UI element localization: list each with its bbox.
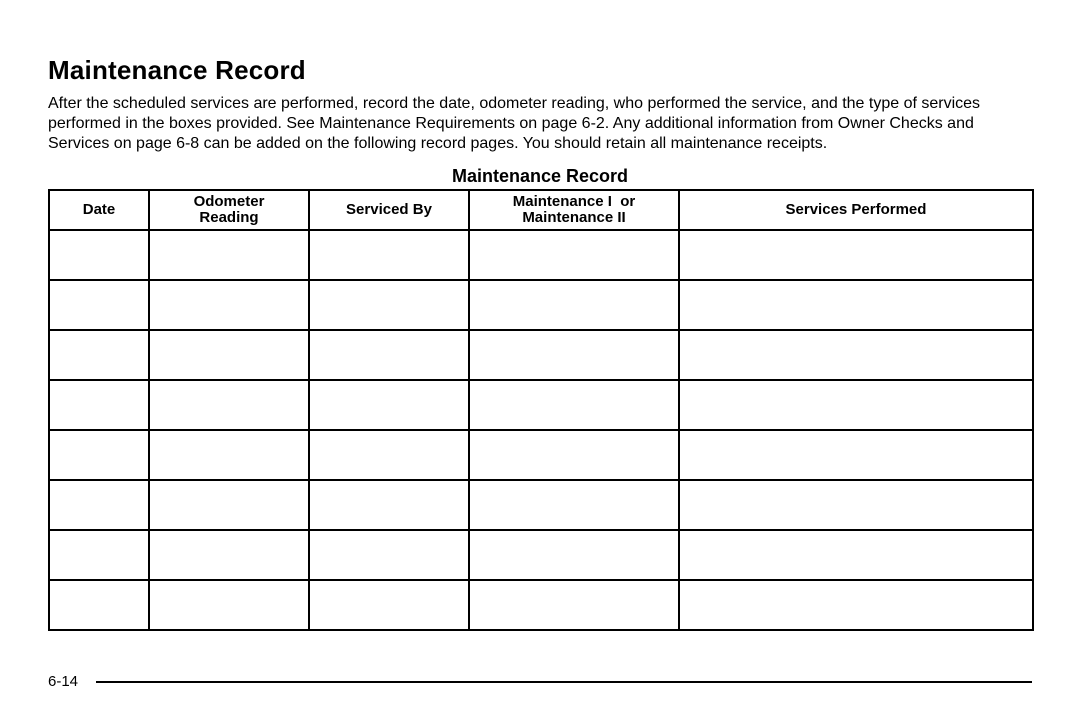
table-cell (49, 230, 149, 280)
table-cell (679, 230, 1033, 280)
footer-rule (96, 681, 1032, 683)
table-cell (469, 230, 679, 280)
col-header-line: Maintenance I or (474, 194, 674, 211)
table-row (49, 480, 1033, 530)
table-cell (49, 330, 149, 380)
table-cell (149, 530, 309, 580)
table-row (49, 430, 1033, 480)
col-header-line: Reading (154, 210, 304, 227)
table-cell (469, 580, 679, 630)
table-cell (469, 430, 679, 480)
table-cell (469, 530, 679, 580)
table-cell (469, 380, 679, 430)
table-cell (149, 230, 309, 280)
table-row (49, 230, 1033, 280)
table-cell (469, 330, 679, 380)
table-cell (679, 480, 1033, 530)
table-cell (149, 430, 309, 480)
table-cell (679, 430, 1033, 480)
table-row (49, 580, 1033, 630)
table-cell (309, 430, 469, 480)
table-cell (309, 330, 469, 380)
table-cell (309, 380, 469, 430)
table-row (49, 380, 1033, 430)
col-header-0: Date (49, 190, 149, 230)
table-row (49, 530, 1033, 580)
table-title: Maintenance Record (48, 166, 1032, 187)
table-cell (469, 280, 679, 330)
table-cell (309, 530, 469, 580)
table-cell (679, 530, 1033, 580)
table-header-row: DateOdometerReadingServiced ByMaintenanc… (49, 190, 1033, 230)
table-cell (149, 380, 309, 430)
table-cell (49, 480, 149, 530)
page-number: 6-14 (48, 673, 78, 690)
table-cell (149, 580, 309, 630)
table-row (49, 330, 1033, 380)
table-cell (149, 480, 309, 530)
table-cell (49, 580, 149, 630)
table-cell (309, 280, 469, 330)
col-header-3: Maintenance I orMaintenance II (469, 190, 679, 230)
col-header-2: Serviced By (309, 190, 469, 230)
col-header-4: Services Performed (679, 190, 1033, 230)
page-footer: 6-14 (48, 673, 1032, 690)
maintenance-record-table: DateOdometerReadingServiced ByMaintenanc… (48, 189, 1034, 631)
table-cell (309, 580, 469, 630)
table-row (49, 280, 1033, 330)
table-cell (309, 230, 469, 280)
table-cell (309, 480, 469, 530)
table-head: DateOdometerReadingServiced ByMaintenanc… (49, 190, 1033, 230)
table-cell (149, 330, 309, 380)
table-cell (469, 480, 679, 530)
intro-paragraph: After the scheduled services are perform… (48, 94, 1032, 154)
table-cell (149, 280, 309, 330)
table-body (49, 230, 1033, 630)
table-cell (49, 430, 149, 480)
col-header-1: OdometerReading (149, 190, 309, 230)
table-cell (679, 580, 1033, 630)
col-header-line: Odometer (154, 194, 304, 211)
page-title: Maintenance Record (48, 55, 1032, 86)
table-cell (49, 280, 149, 330)
table-cell (679, 380, 1033, 430)
col-header-line: Maintenance II (474, 210, 674, 227)
table-cell (679, 280, 1033, 330)
table-cell (679, 330, 1033, 380)
table-cell (49, 530, 149, 580)
table-cell (49, 380, 149, 430)
